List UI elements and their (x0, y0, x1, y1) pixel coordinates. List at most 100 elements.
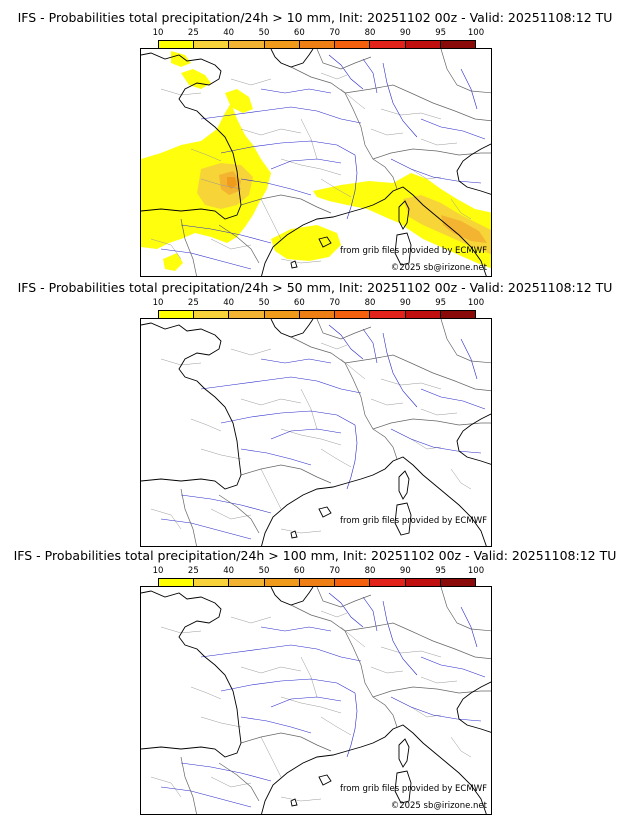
country-border (290, 66, 398, 190)
colorbar-tick-label: 90 (399, 298, 411, 308)
river (346, 154, 358, 220)
coastline (456, 413, 491, 465)
coastline (270, 587, 314, 606)
colorbar-segment (370, 579, 406, 586)
island-coastline (394, 232, 412, 266)
admin-boundary (150, 508, 182, 530)
river (260, 358, 332, 364)
admin-boundary (230, 78, 272, 86)
panel-title: IFS - Probabilities total precipitation/… (17, 280, 613, 295)
colorbar-segment (440, 311, 475, 318)
probability-map: from grib files provided by ECMWF (140, 318, 492, 547)
source-credit: from grib files provided by ECMWF (340, 784, 487, 794)
admin-boundary (380, 378, 442, 390)
colorbar-segment (194, 41, 230, 48)
admin-boundary (150, 238, 182, 260)
map-canvas (141, 587, 491, 814)
admin-boundary (200, 178, 242, 190)
probability-map: from grib files provided by ECMWF ©2025 … (140, 48, 492, 277)
country-border (440, 587, 491, 632)
admin-boundary (160, 626, 202, 634)
river (260, 626, 332, 632)
admin-boundary (370, 666, 404, 674)
country-border (440, 49, 491, 94)
admin-boundary (280, 796, 322, 802)
colorbar-segment (229, 579, 265, 586)
country-border (372, 148, 491, 160)
island-coastline (398, 738, 410, 768)
river (220, 678, 356, 694)
country-border (316, 49, 372, 70)
river (270, 158, 342, 170)
colorbar-segment (370, 311, 406, 318)
admin-boundary (190, 418, 222, 432)
admin-boundary (240, 128, 302, 136)
coastline (261, 724, 487, 814)
coastline (456, 143, 491, 195)
river (362, 328, 378, 364)
admin-boundary (280, 158, 342, 176)
admin-boundary (210, 776, 252, 788)
admin-boundary (370, 398, 404, 406)
colorbar-tick-label: 95 (435, 566, 447, 576)
river (270, 696, 342, 708)
coastline (141, 590, 242, 758)
precip-probability-area (171, 51, 191, 67)
colorbar-tick-label: 10 (152, 28, 164, 38)
colorbar-segment (194, 311, 230, 318)
river (160, 786, 252, 808)
colorbar-segment (299, 579, 336, 586)
admin-boundary (260, 736, 282, 778)
copyright-credit: ©2025 sb@irizone.net (390, 263, 487, 273)
colorbar-tick-label: 100 (467, 28, 485, 38)
colorbar-labels: 10 25 40 50 60 70 80 90 95 100 (153, 28, 485, 38)
admin-boundary (230, 348, 272, 356)
river (160, 248, 252, 270)
colorbar-tick-label: 50 (258, 566, 270, 576)
panel-100mm: IFS - Probabilities total precipitation/… (0, 548, 630, 820)
colorbar-tick-label: 80 (364, 28, 376, 38)
admin-boundary (200, 448, 242, 460)
colorbar-segment (264, 311, 300, 318)
colorbar-labels: 10 25 40 50 60 70 80 90 95 100 (153, 566, 485, 576)
island-coastline (318, 506, 332, 518)
admin-boundary (450, 468, 472, 490)
admin-boundary (450, 198, 472, 220)
admin-boundary (280, 258, 322, 264)
admin-boundary (230, 616, 272, 624)
admin-boundary (160, 358, 202, 366)
admin-boundary (190, 686, 222, 700)
river (200, 106, 362, 124)
probability-map: from grib files provided by ECMWF ©2025 … (140, 586, 492, 815)
colorbar-tick-label: 90 (399, 28, 411, 38)
colorbar-segment (370, 41, 406, 48)
river (346, 424, 358, 490)
country-border (344, 84, 491, 122)
colorbar-tick-label: 100 (467, 566, 485, 576)
admin-boundary (320, 178, 352, 198)
river (200, 644, 362, 662)
admin-boundary (280, 428, 342, 446)
river (460, 68, 478, 110)
precip-probability-area (313, 173, 491, 269)
admin-boundary (210, 508, 252, 520)
island-coastline (394, 770, 412, 804)
country-border (316, 319, 372, 340)
country-border (344, 622, 491, 660)
country-border (316, 587, 372, 608)
source-credit: from grib files provided by ECMWF (340, 516, 487, 526)
river (390, 158, 482, 184)
colorbar-segment (405, 41, 441, 48)
colorbar-segment (229, 41, 265, 48)
admin-boundary (260, 198, 282, 240)
admin-boundary (240, 666, 302, 674)
country-border (218, 494, 260, 534)
admin-boundary (420, 138, 458, 146)
river (390, 428, 482, 454)
island-coastline (398, 200, 410, 230)
colorbar-tick-label: 60 (293, 28, 305, 38)
admin-boundary (260, 468, 282, 510)
river (390, 696, 482, 722)
map-canvas (141, 319, 491, 546)
river (362, 58, 378, 94)
